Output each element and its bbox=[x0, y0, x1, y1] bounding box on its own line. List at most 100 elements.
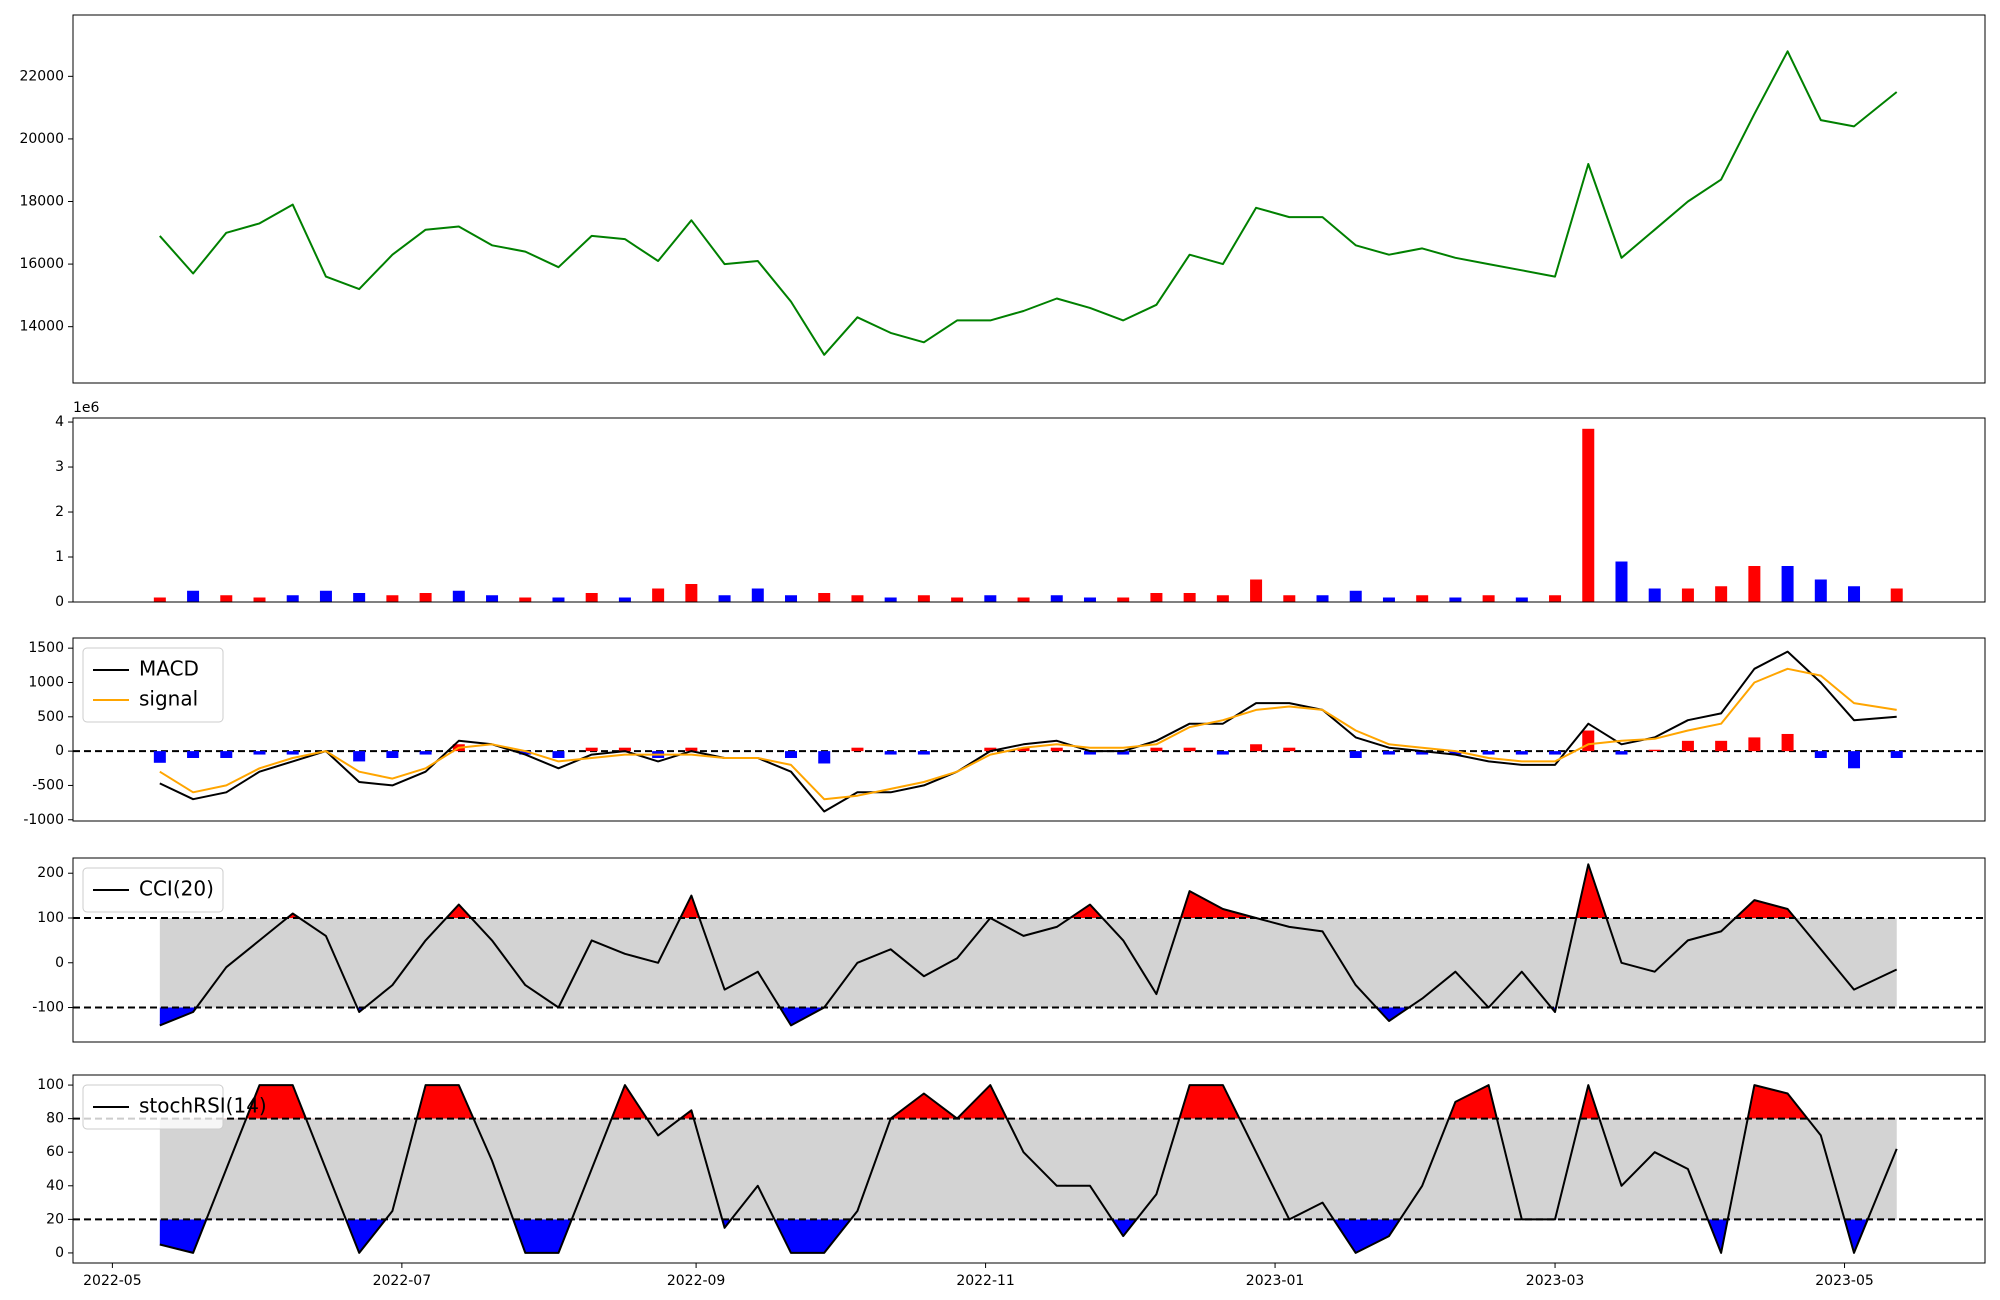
histogram-bar bbox=[785, 751, 798, 758]
histogram-bar bbox=[1382, 751, 1395, 755]
y-tick-label: -1000 bbox=[23, 812, 64, 828]
volume-bar bbox=[1814, 579, 1827, 602]
volume-bar bbox=[486, 595, 499, 602]
panel-frame bbox=[72, 1074, 1986, 1264]
histogram-bar bbox=[1681, 740, 1694, 752]
volume-bar bbox=[1150, 593, 1163, 602]
y-tick-label: 200 bbox=[37, 865, 64, 881]
volume-bar bbox=[751, 588, 764, 602]
x-tick-label: 2022-07 bbox=[373, 1273, 432, 1289]
histogram-bar bbox=[1050, 747, 1063, 752]
histogram-bar bbox=[1515, 751, 1528, 755]
panel: -1000 -500 0 500 1000 1500 MACD signal bbox=[23, 637, 1986, 828]
volume-bar bbox=[951, 597, 964, 602]
y-tick-label: -500 bbox=[32, 777, 64, 793]
y-tick-label: 100 bbox=[37, 1077, 64, 1093]
volume-bar bbox=[1681, 588, 1694, 602]
panel: 14000 16000 18000 20000 22000 bbox=[19, 14, 1986, 384]
histogram-bar bbox=[1615, 751, 1628, 755]
series-line bbox=[159, 50, 1898, 356]
legend-label: signal bbox=[139, 687, 198, 711]
legend-box bbox=[82, 647, 224, 723]
volume-bar bbox=[1748, 566, 1761, 602]
panel-frame bbox=[72, 14, 1986, 384]
panel-frame bbox=[72, 857, 1986, 1043]
histogram-bar bbox=[286, 751, 299, 755]
volume-bar bbox=[419, 593, 432, 602]
volume-bar bbox=[1316, 595, 1329, 602]
y-tick-label: 0 bbox=[55, 1245, 64, 1261]
histogram-bar bbox=[1449, 751, 1462, 755]
plot-area bbox=[73, 650, 1985, 813]
y-tick-label: 100 bbox=[37, 910, 64, 926]
x-tick-label: 2022-09 bbox=[667, 1273, 726, 1289]
volume-bar bbox=[1890, 588, 1903, 602]
plot-area bbox=[73, 863, 1985, 1027]
legend-box bbox=[82, 867, 224, 913]
y-tick-label: 60 bbox=[46, 1144, 64, 1160]
histogram-bar bbox=[519, 751, 532, 755]
histogram-bar bbox=[618, 747, 631, 752]
series-line bbox=[159, 650, 1897, 813]
y-tick-label: 0 bbox=[55, 955, 64, 971]
x-tick-label: 2023-05 bbox=[1815, 1273, 1874, 1289]
volume-bar bbox=[1582, 428, 1595, 602]
volume-bar bbox=[1349, 590, 1362, 602]
volume-bar bbox=[1549, 595, 1562, 602]
volume-bar bbox=[984, 595, 997, 602]
y-tick-label: 0 bbox=[55, 594, 64, 610]
volume-bar bbox=[1283, 595, 1296, 602]
volume-bar bbox=[253, 597, 266, 602]
histogram-bar bbox=[1748, 737, 1761, 752]
volume-bar bbox=[685, 584, 698, 602]
volume-bar bbox=[1216, 595, 1229, 602]
plot-area bbox=[159, 50, 1898, 356]
plot-area bbox=[153, 428, 1903, 602]
volume-bar bbox=[1117, 597, 1130, 602]
histogram-bar bbox=[585, 747, 598, 752]
y-tick-label: 3 bbox=[55, 459, 64, 475]
legend-label: MACD bbox=[139, 657, 199, 681]
volume-bar bbox=[785, 595, 798, 602]
legend-label: stochRSI(14) bbox=[139, 1094, 267, 1118]
y-tick-label: 500 bbox=[37, 709, 64, 725]
histogram-bar bbox=[1250, 744, 1263, 752]
histogram-bar bbox=[1083, 751, 1096, 755]
volume-bar bbox=[818, 593, 831, 602]
volume-bar bbox=[1781, 566, 1794, 602]
volume-bar bbox=[1648, 588, 1661, 602]
histogram-bar bbox=[1890, 751, 1903, 758]
volume-bar bbox=[1083, 597, 1096, 602]
histogram-bar bbox=[220, 751, 233, 758]
volume-bar bbox=[718, 595, 731, 602]
histogram-bar bbox=[1017, 747, 1030, 752]
volume-bar bbox=[851, 595, 864, 602]
volume-bar bbox=[618, 597, 631, 602]
volume-bar bbox=[519, 597, 532, 602]
histogram-bar bbox=[253, 751, 266, 755]
y-tick-label: -100 bbox=[32, 1000, 64, 1016]
series-line bbox=[159, 667, 1897, 801]
panel: 0 1 2 3 4 1e6 bbox=[55, 400, 1986, 610]
volume-bar bbox=[552, 597, 565, 602]
volume-bar bbox=[220, 595, 233, 602]
histogram-bar bbox=[1715, 740, 1728, 752]
y-tick-label: 22000 bbox=[19, 68, 64, 84]
volume-bar bbox=[1250, 579, 1263, 602]
volume-bar bbox=[917, 595, 930, 602]
y-tick-label: 1 bbox=[55, 549, 64, 565]
histogram-bar bbox=[1117, 751, 1130, 755]
histogram-bar bbox=[187, 751, 200, 758]
histogram-bar bbox=[1482, 751, 1495, 755]
volume-bar bbox=[1449, 597, 1462, 602]
oversold-fill bbox=[159, 1219, 1897, 1253]
x-tick-label: 2022-05 bbox=[83, 1273, 142, 1289]
y-tick-label: 20000 bbox=[19, 131, 64, 147]
histogram-bar bbox=[1349, 751, 1362, 758]
offset-label: 1e6 bbox=[73, 400, 100, 416]
y-tick-label: 4 bbox=[55, 414, 64, 430]
volume-bar bbox=[1615, 561, 1628, 602]
histogram-bar bbox=[386, 751, 399, 758]
histogram-bar bbox=[419, 751, 432, 755]
histogram-bar bbox=[1216, 751, 1229, 755]
